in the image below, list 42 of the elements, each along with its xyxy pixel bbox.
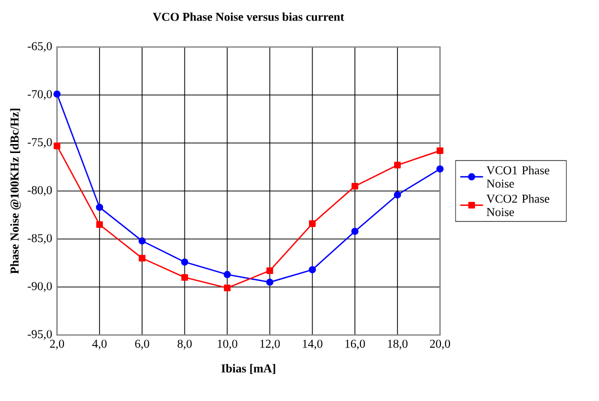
x-tick-label: 2,0 <box>50 340 64 350</box>
point <box>96 204 104 211</box>
y-tick-label: -85,0 <box>28 234 52 244</box>
point <box>138 254 146 262</box>
point <box>181 274 188 281</box>
x-tick-label: 18,0 <box>388 340 408 350</box>
y-tick-label: -75,0 <box>28 138 52 148</box>
point <box>308 266 316 274</box>
point <box>309 220 316 227</box>
legend-label: VCO2 Phase Noise <box>486 194 550 216</box>
y-tick-label: -95,0 <box>28 330 52 340</box>
x-tick-label: 12,0 <box>260 340 280 350</box>
x-tick-label: 6,0 <box>135 340 150 350</box>
y-tick-label: -70,0 <box>28 90 52 100</box>
y-axis-title: Phase Noise @100KHz [dBc/Hz] <box>10 108 21 274</box>
point <box>351 228 358 235</box>
x-tick-label: 8,0 <box>178 340 192 350</box>
chart-title: VCO Phase Noise versus bias current <box>152 12 344 21</box>
x-tick-label: 16,0 <box>345 340 365 350</box>
point <box>96 221 103 228</box>
y-tick-label: -65,0 <box>28 42 52 52</box>
point <box>266 278 274 286</box>
point <box>224 270 231 278</box>
x-axis-title: Ibias [mA] <box>221 364 276 374</box>
point <box>394 162 401 168</box>
legend-label: VCO1 Phase Noise <box>486 166 550 188</box>
y-tick-label: -80,0 <box>28 186 52 196</box>
x-tick-label: 10,0 <box>218 340 238 350</box>
x-tick-label: 14,0 <box>302 340 322 350</box>
point <box>53 90 61 98</box>
point <box>54 142 60 150</box>
point <box>266 267 274 274</box>
point <box>181 258 188 266</box>
x-tick-label: 20,0 <box>430 340 450 350</box>
point <box>352 182 358 190</box>
point <box>224 284 231 292</box>
y-tick-label: -90,0 <box>28 282 52 292</box>
point <box>394 191 402 198</box>
point <box>436 165 444 173</box>
x-tick-label: 4,0 <box>92 340 107 350</box>
point <box>436 147 444 154</box>
point <box>138 237 146 245</box>
